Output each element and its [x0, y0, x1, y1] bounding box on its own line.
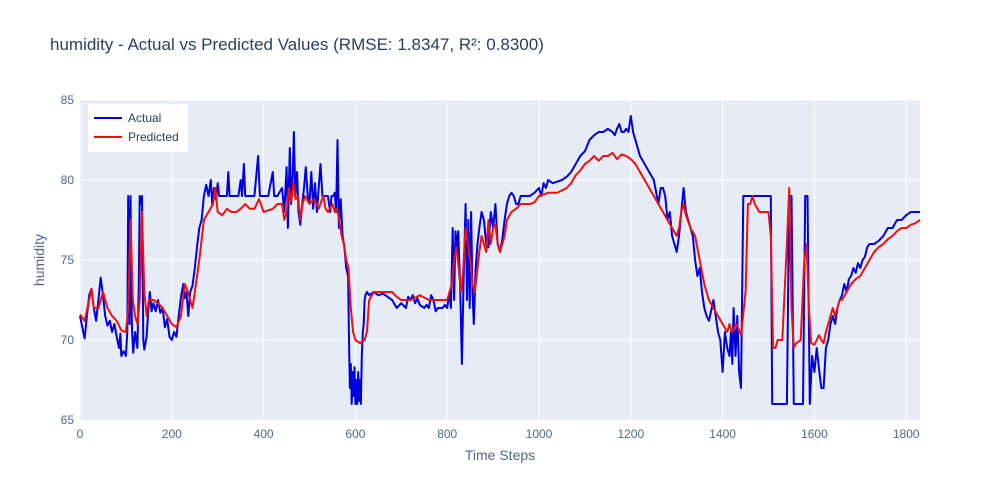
series-line-predicted[interactable]: [79, 151, 921, 349]
x-axis-title: Time Steps: [465, 447, 535, 463]
x-tick-label: 1600: [801, 427, 828, 441]
y-tick-label: 75: [61, 253, 75, 267]
y-tick-label: 80: [61, 173, 75, 187]
y-tick-label: 65: [61, 413, 75, 427]
chart-title: humidity - Actual vs Predicted Values (R…: [50, 35, 544, 54]
y-tick-label: 85: [61, 93, 75, 107]
x-tick-label: 1200: [617, 427, 644, 441]
grid-lines: [79, 99, 920, 420]
legend[interactable]: Actual Predicted: [88, 104, 188, 152]
legend-box: [88, 104, 188, 152]
x-tick-label: 800: [437, 427, 457, 441]
x-tick-label: 1400: [709, 427, 736, 441]
x-tick-label: 1000: [526, 427, 553, 441]
x-tick-label: 0: [77, 427, 84, 441]
series-lines: [79, 115, 921, 405]
legend-actual-label[interactable]: Actual: [128, 111, 161, 125]
y-tick-label: 70: [61, 333, 75, 347]
y-axis-title: humidity: [31, 234, 47, 286]
x-tick-label: 200: [162, 427, 182, 441]
legend-predicted-label[interactable]: Predicted: [128, 130, 179, 144]
axis-ticks: 65 70 75 80 85 0 200 400 600 800 1000 1200 1400 1600 1…: [61, 93, 920, 441]
x-tick-label: 400: [254, 427, 274, 441]
x-tick-label: 1800: [893, 427, 920, 441]
x-tick-label: 600: [345, 427, 365, 441]
series-line-actual[interactable]: [79, 115, 920, 405]
